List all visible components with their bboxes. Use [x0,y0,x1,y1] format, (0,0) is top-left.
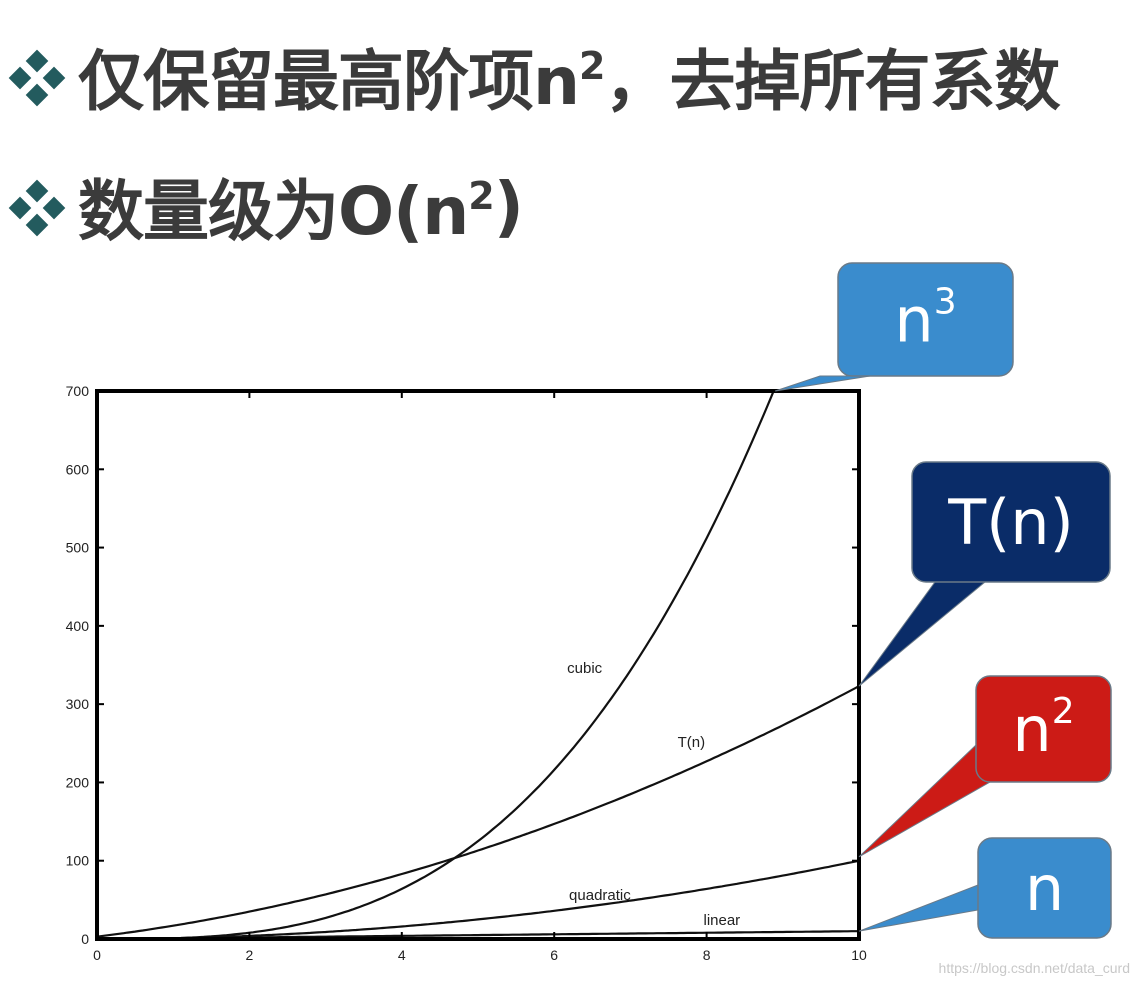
callout-label-text: n [894,284,933,357]
callout-label-text: n [1012,693,1051,766]
series-label-cubic: cubic [567,660,603,677]
series-label-linear: linear [703,912,740,929]
callout-box [837,262,1014,377]
y-tick-label: 200 [66,774,90,790]
y-tick-label: 0 [81,931,89,947]
watermark: https://blog.csdn.net/data_curd [938,960,1130,976]
bullet-1-text: 仅保留最高阶项n [78,43,580,120]
plot-frame [95,389,861,941]
diamond-bullet-icon [8,179,66,237]
x-tick-label: 4 [398,947,406,963]
y-tick-label: 400 [66,618,90,634]
x-tick-label: 10 [851,947,867,963]
callout-box [911,461,1111,583]
x-tick-label: 0 [93,947,101,963]
callout-label-text: T(n) [947,486,1074,559]
callout-label: n2 [1012,691,1074,766]
series-line-quadratic [97,859,859,939]
x-tick-label: 2 [246,947,254,963]
series-line-tn [97,685,859,938]
x-tick-label: 8 [703,947,711,963]
bullet-2-tail: ) [493,167,524,245]
y-tick-label: 100 [66,853,90,869]
y-tick-label: 300 [66,696,90,712]
bullet-1-tail: ，去掉所有系数 [604,43,1060,120]
callout-label-text: n [1025,852,1064,925]
callout-pointer [858,744,991,858]
series-label-tn: T(n) [678,734,706,751]
callout-label: n [1025,852,1064,925]
series-label-quadratic: quadratic [569,887,631,904]
callout-label-sup: 2 [1052,691,1075,732]
callout-label: T(n) [947,486,1074,559]
bullet-keep-highest-order: 仅保留最高阶项n 2 ，去掉所有系数 [8,28,1060,124]
bullet-2-text: 数量级为O(n [78,173,469,250]
bullet-order-of-magnitude: 数量级为O(n 2) [8,158,524,254]
callout-pointer [858,884,979,932]
callout-label-sup: 3 [934,282,957,323]
series-line-cubic [97,391,775,939]
callout-pointer [775,375,871,392]
y-tick-label: 500 [66,540,90,556]
x-tick-label: 6 [550,947,558,963]
callout-box [975,675,1112,783]
callout-label: n3 [894,282,956,357]
y-tick-label: 600 [66,461,90,477]
y-tick-label: 700 [66,383,90,399]
callout-box [977,837,1112,939]
callout-pointer [858,581,987,687]
diamond-bullet-icon [8,49,66,107]
